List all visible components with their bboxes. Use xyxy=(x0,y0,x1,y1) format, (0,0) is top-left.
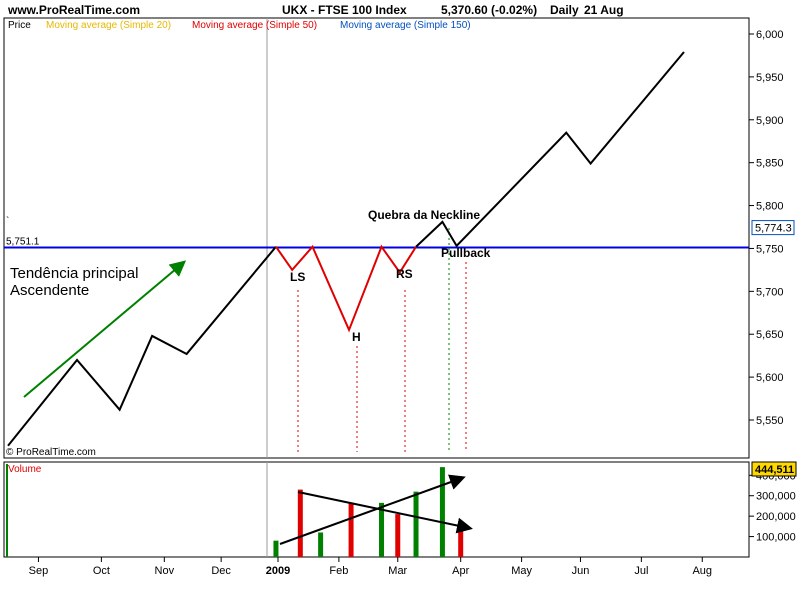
instrument-title: UKX - FTSE 100 Index xyxy=(282,3,407,17)
volume-bar xyxy=(297,489,303,557)
trend-label-line1: Tendência principal xyxy=(10,265,138,282)
label-rs: RS xyxy=(396,267,413,281)
price-series xyxy=(7,51,685,447)
volume-bar xyxy=(439,467,445,557)
last-price-badge xyxy=(751,220,795,236)
volume-bar xyxy=(318,532,324,557)
x-tick-label: Feb xyxy=(329,565,348,577)
date-label: 21 Aug xyxy=(584,3,624,17)
label-pullback: Pullback xyxy=(441,246,491,260)
x-tick-label: Nov xyxy=(155,565,175,577)
legend-item: Price xyxy=(8,20,31,31)
neckline-value: 5,751.1 xyxy=(6,237,40,248)
y-tick-label: 5,950 xyxy=(756,72,784,84)
y-tick-label: 5,850 xyxy=(756,158,784,170)
tick-marker: ` xyxy=(6,215,9,227)
trend-label-line2: Ascendente xyxy=(10,282,89,299)
volume-up-arrow xyxy=(279,474,466,545)
label-ls: LS xyxy=(290,270,305,284)
volume-tick-label: 300,000 xyxy=(756,491,796,503)
price-axis: 6,000 5,950 5,900 5,850 5,800 5,750 5,700 5,650… xyxy=(749,29,784,427)
x-tick-label: Jun xyxy=(572,565,590,577)
legend-item: Moving average (Simple 20) xyxy=(46,20,171,31)
volume-bar xyxy=(273,540,279,557)
legend: Price Moving average (Simple 20) Moving av… xyxy=(8,20,471,31)
x-tick-label: Dec xyxy=(211,565,231,577)
volume-bar xyxy=(413,491,419,557)
pattern-guides xyxy=(297,228,467,452)
y-tick-label: 5,750 xyxy=(756,243,784,255)
y-tick-label: 5,650 xyxy=(756,329,784,341)
last-price-value: 5,774.3 xyxy=(755,223,792,235)
legend-item: Moving average (Simple 50) xyxy=(192,20,317,31)
volume-bars xyxy=(273,467,464,557)
label-breakout: Quebra da Neckline xyxy=(368,208,480,222)
volume-bar xyxy=(379,502,385,557)
volume-tick-label: 100,000 xyxy=(756,532,796,544)
volume-bar xyxy=(458,528,464,557)
period-label: Daily xyxy=(550,3,579,17)
x-tick-label: Aug xyxy=(692,565,712,577)
volume-bar xyxy=(395,514,401,557)
y-tick-label: 5,700 xyxy=(756,286,784,298)
label-h: H xyxy=(352,330,361,344)
x-tick-label: Oct xyxy=(93,565,110,577)
copyright: © ProRealTime.com xyxy=(6,447,96,458)
volume-down-arrow xyxy=(297,491,473,534)
legend-item: Moving average (Simple 150) xyxy=(340,20,471,31)
price-series-line xyxy=(7,246,277,447)
x-tick-label: Mar xyxy=(388,565,407,577)
x-tick-label: Apr xyxy=(452,565,469,577)
volume-title: Volume xyxy=(8,464,42,475)
volume-badge xyxy=(751,461,797,477)
quote-value: 5,370.60 (-0.02%) xyxy=(441,3,537,17)
volume-bar xyxy=(348,502,354,557)
y-tick-label: 5,800 xyxy=(756,201,784,213)
site-name: www.ProRealTime.com xyxy=(7,3,140,17)
x-tick-label: Jul xyxy=(634,565,648,577)
y-tick-label: 6,000 xyxy=(756,29,784,41)
y-tick-label: 5,900 xyxy=(756,115,784,127)
volume-last-value: 444,511 xyxy=(755,464,794,476)
trend-arrow xyxy=(23,260,187,398)
y-tick-label: 5,550 xyxy=(756,415,784,427)
x-tick-label: May xyxy=(511,565,532,577)
pattern-series-line xyxy=(275,244,417,333)
price-panel xyxy=(3,17,750,459)
time-axis: Sep Oct Nov Dec 2009 Feb Mar Apr May Jun Jul Aug xyxy=(29,557,712,577)
y-tick-label: 5,600 xyxy=(756,372,784,384)
volume-tick-label: 200,000 xyxy=(756,511,796,523)
x-tick-label: 2009 xyxy=(266,565,290,577)
price-series-line xyxy=(415,51,685,248)
x-tick-label: Sep xyxy=(29,565,49,577)
